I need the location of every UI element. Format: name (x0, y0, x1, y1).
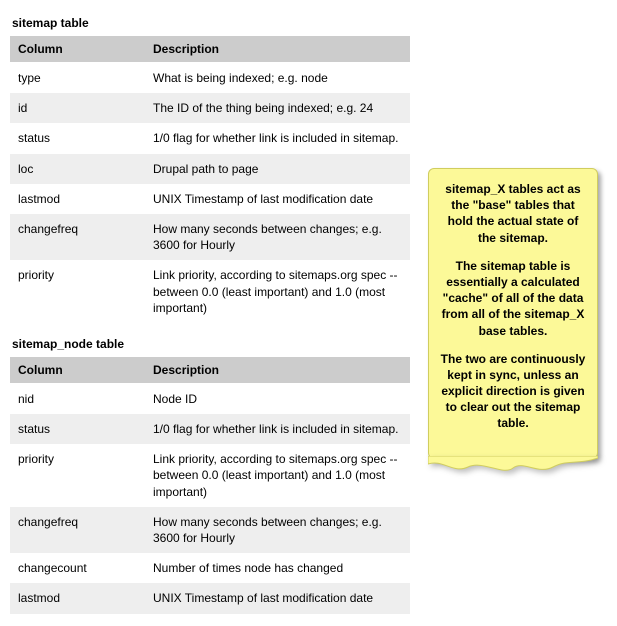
cell-column: priority (10, 444, 145, 507)
note-paragraph: sitemap_X tables act as the "base" table… (439, 181, 587, 246)
note-paragraph: The sitemap table is essentially a calcu… (439, 258, 587, 339)
table-row: changecountNumber of times node has chan… (10, 553, 410, 583)
page-layout: sitemap table Column Description typeWha… (10, 12, 607, 614)
sticky-note: sitemap_X tables act as the "base" table… (428, 168, 598, 459)
cell-description: Link priority, according to sitemaps.org… (145, 260, 410, 323)
cell-column: status (10, 414, 145, 444)
table-row: priorityLink priority, according to site… (10, 260, 410, 323)
cell-column: nid (10, 383, 145, 414)
cell-description: How many seconds between changes; e.g. 3… (145, 507, 410, 553)
col-header-column: Column (10, 357, 145, 384)
cell-description: UNIX Timestamp of last modification date (145, 184, 410, 214)
table-row: nidNode ID (10, 383, 410, 414)
cell-column: loc (10, 154, 145, 184)
table-row: typeWhat is being indexed; e.g. node (10, 63, 410, 94)
cell-column: lastmod (10, 583, 145, 613)
note-paragraph: The two are continuously kept in sync, u… (439, 351, 587, 432)
col-header-description: Description (145, 36, 410, 63)
table-header-row: Column Description (10, 357, 410, 384)
col-header-column: Column (10, 36, 145, 63)
table-row: idThe ID of the thing being indexed; e.g… (10, 93, 410, 123)
cell-description: Link priority, according to sitemaps.org… (145, 444, 410, 507)
tables-column: sitemap table Column Description typeWha… (10, 12, 410, 614)
cell-column: type (10, 63, 145, 94)
cell-column: id (10, 93, 145, 123)
cell-column: lastmod (10, 184, 145, 214)
cell-description: 1/0 flag for whether link is included in… (145, 414, 410, 444)
table-header-row: Column Description (10, 36, 410, 63)
cell-column: changecount (10, 553, 145, 583)
table-row: lastmodUNIX Timestamp of last modificati… (10, 184, 410, 214)
sitemap-table: Column Description typeWhat is being ind… (10, 36, 410, 323)
table-title: sitemap table (12, 16, 410, 30)
table-row: status1/0 flag for whether link is inclu… (10, 414, 410, 444)
cell-description: What is being indexed; e.g. node (145, 63, 410, 94)
sitemap-node-table: Column Description nidNode ID status1/0 … (10, 357, 410, 614)
table-title: sitemap_node table (12, 337, 410, 351)
cell-description: Number of times node has changed (145, 553, 410, 583)
cell-description: The ID of the thing being indexed; e.g. … (145, 93, 410, 123)
table-row: changefreqHow many seconds between chang… (10, 507, 410, 553)
table-row: status1/0 flag for whether link is inclu… (10, 123, 410, 153)
table-row: lastmodUNIX Timestamp of last modificati… (10, 583, 410, 613)
cell-column: changefreq (10, 214, 145, 260)
cell-description: Drupal path to page (145, 154, 410, 184)
table-row: priorityLink priority, according to site… (10, 444, 410, 507)
note-torn-edge-icon (428, 456, 598, 472)
table-row: locDrupal path to page (10, 154, 410, 184)
cell-description: UNIX Timestamp of last modification date (145, 583, 410, 613)
cell-column: status (10, 123, 145, 153)
cell-description: 1/0 flag for whether link is included in… (145, 123, 410, 153)
cell-description: How many seconds between changes; e.g. 3… (145, 214, 410, 260)
cell-description: Node ID (145, 383, 410, 414)
cell-column: priority (10, 260, 145, 323)
cell-column: changefreq (10, 507, 145, 553)
note-column: sitemap_X tables act as the "base" table… (428, 12, 598, 459)
table-row: changefreqHow many seconds between chang… (10, 214, 410, 260)
col-header-description: Description (145, 357, 410, 384)
